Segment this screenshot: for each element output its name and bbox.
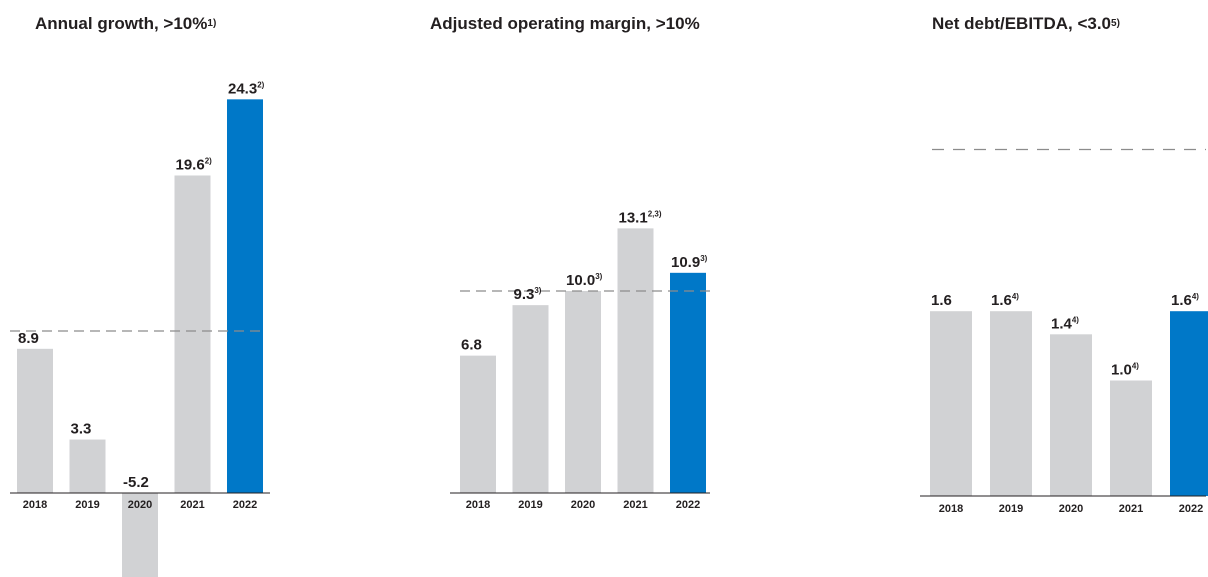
tick-label: 2019 [75, 499, 99, 511]
tick-label: 2022 [676, 499, 700, 511]
data-label: 13.12,3) [619, 209, 662, 226]
data-label: 1.6 [931, 292, 952, 309]
data-label: 6.8 [461, 337, 482, 354]
data-label: 3.3 [71, 421, 92, 438]
bar-2018 [930, 311, 972, 496]
tick-label: 2020 [1059, 503, 1083, 515]
tick-label: 2020 [571, 499, 595, 511]
data-label: 1.44) [1051, 315, 1079, 332]
bar-2019 [990, 311, 1032, 496]
tick-label: 2020 [128, 499, 152, 511]
bar-2022 [227, 99, 263, 493]
bar-2020 [565, 291, 601, 493]
title-footnote: 1) [207, 18, 217, 29]
panel-annual-growth: Annual growth, >10%1) 2018 2019 2020 2021 20… [0, 0, 300, 577]
bar-2021 [174, 175, 211, 494]
tick-label: 2018 [939, 503, 963, 515]
tick-label: 2022 [1179, 503, 1203, 515]
bar-2021 [1110, 380, 1152, 496]
data-label: 19.62) [176, 156, 213, 173]
tick-label: 2018 [466, 499, 490, 511]
tick-label: 2021 [623, 499, 647, 511]
data-label: 24.32) [228, 80, 265, 97]
data-label: 1.64) [991, 292, 1019, 309]
data-label: 10.93) [671, 254, 708, 271]
panel-operating-margin: Adjusted operating margin, >10% 2018 2019… [430, 0, 730, 577]
bar-2019 [69, 439, 106, 493]
data-label: 10.03) [566, 272, 603, 289]
bar-2020 [1050, 334, 1092, 496]
bar-2022 [670, 272, 706, 493]
operating-margin-chart: 2018 2019 2020 2021 2022 6.8 9.33) 10.03) 13.12,… [450, 209, 710, 511]
bar-2018 [17, 348, 53, 493]
panel-net-debt: Net debt/EBITDA, <3.05) 2018 2019 2020 2021… [900, 0, 1208, 577]
data-label: -5.2 [123, 474, 149, 491]
data-label: 8.9 [18, 330, 39, 347]
annual-growth-chart: 2018 2019 2020 2021 2022 8.9 3.3 -5.2 19.62) 24.3… [10, 80, 270, 577]
tick-label: 2019 [518, 499, 542, 511]
chart-title: Annual growth, >10%1) [35, 14, 217, 33]
data-label: 9.33) [514, 286, 542, 303]
tick-label: 2019 [999, 503, 1023, 515]
bar-2022 [1170, 311, 1208, 496]
tick-label: 2021 [180, 499, 204, 511]
bar-2019 [512, 305, 549, 493]
tick-label: 2022 [233, 499, 257, 511]
tick-label: 2018 [23, 499, 47, 511]
net-debt-chart: 2018 2019 2020 2021 2022 1.6 1.64) 1.44) 1.04) 1.… [920, 148, 1208, 515]
data-label: 1.04) [1111, 362, 1139, 379]
bar-2021 [617, 228, 654, 493]
title-footnote: 5) [1111, 18, 1120, 29]
tick-label: 2021 [1119, 503, 1143, 515]
bar-2018 [460, 355, 496, 493]
chart-title: Net debt/EBITDA, <3.05) [932, 14, 1120, 33]
chart-title: Adjusted operating margin, >10% [430, 14, 700, 33]
bar-2020 [122, 493, 158, 577]
data-label: 1.64) [1171, 292, 1199, 309]
